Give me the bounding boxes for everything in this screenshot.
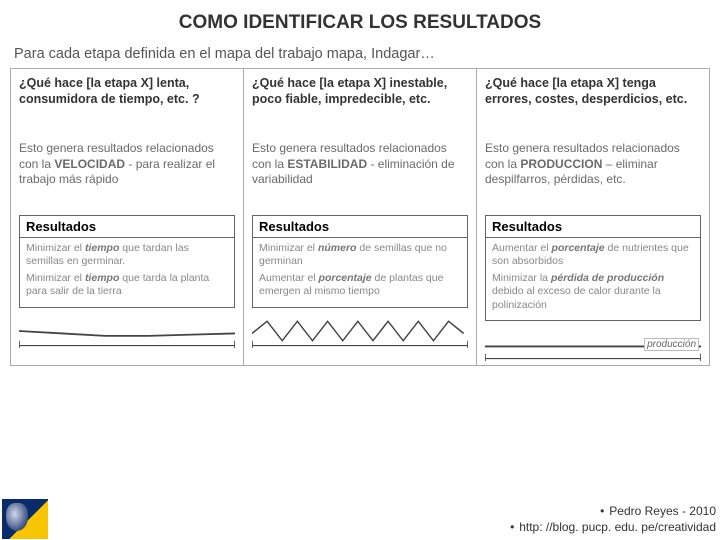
res-hl: pérdida de producción <box>551 272 664 284</box>
generates: Esto genera resultados relacionados con … <box>485 137 701 213</box>
results-body: Minimizar el tiempo que tardan las semil… <box>20 238 234 307</box>
results-box: Resultados Aumentar el porcentaje de nut… <box>485 215 701 321</box>
results-body: Minimizar el número de semillas que no g… <box>253 238 467 307</box>
res-pre: Minimizar el <box>26 272 85 284</box>
credits: •Pedro Reyes - 2010 •http: //blog. pucp.… <box>505 503 720 535</box>
res-pre: Minimizar el <box>259 242 318 254</box>
results-header: Resultados <box>253 216 467 238</box>
res-pre: Aumentar el <box>492 242 552 254</box>
res-pre: Minimizar el <box>26 242 85 254</box>
results-header: Resultados <box>486 216 700 238</box>
column-produccion: ¿Qué hace [la etapa X] tenga errores, co… <box>477 68 710 366</box>
question: ¿Qué hace [la etapa X] inestable, poco f… <box>252 75 468 137</box>
res-hl: tiempo <box>85 242 119 254</box>
sparkline-produccion: producción <box>485 327 701 361</box>
res-pre: Aumentar el <box>259 272 319 284</box>
sparkline-label: producción <box>644 338 699 351</box>
sparkline-estabilidad <box>252 314 468 348</box>
page-title: COMO IDENTIFICAR LOS RESULTADOS <box>0 0 720 44</box>
column-estabilidad: ¿Qué hace [la etapa X] inestable, poco f… <box>244 68 477 366</box>
footer: •Pedro Reyes - 2010 •http: //blog. pucp.… <box>0 498 720 540</box>
res-pre: Minimizar la <box>492 272 551 284</box>
results-box: Resultados Minimizar el número de semill… <box>252 215 468 308</box>
res-post: debido al exceso de calor durante la pol… <box>492 285 661 310</box>
column-velocidad: ¿Qué hace [la etapa X] lenta, consumidor… <box>10 68 244 366</box>
gen-em: PRODUCCION <box>520 157 602 171</box>
gen-em: VELOCIDAD <box>54 157 125 171</box>
sparkline-velocidad <box>19 314 235 348</box>
logo-icon <box>2 499 48 539</box>
res-hl: porcentaje <box>319 272 372 284</box>
res-hl: tiempo <box>85 272 119 284</box>
results-box: Resultados Minimizar el tiempo que tarda… <box>19 215 235 308</box>
generates: Esto genera resultados relacionados con … <box>252 137 468 213</box>
res-hl: porcentaje <box>552 242 605 254</box>
question: ¿Qué hace [la etapa X] tenga errores, co… <box>485 75 701 137</box>
generates: Esto genera resultados relacionados con … <box>19 137 235 213</box>
columns-grid: ¿Qué hace [la etapa X] lenta, consumidor… <box>0 68 720 366</box>
results-header: Resultados <box>20 216 234 238</box>
res-hl: número <box>318 242 357 254</box>
intro-text: Para cada etapa definida en el mapa del … <box>0 44 720 68</box>
question: ¿Qué hace [la etapa X] lenta, consumidor… <box>19 75 235 137</box>
gen-em: ESTABILIDAD <box>287 157 367 171</box>
url-text: http: //blog. pucp. edu. pe/creatividad <box>519 520 716 534</box>
results-body: Aumentar el porcentaje de nutrientes que… <box>486 238 700 320</box>
author-text: Pedro Reyes - 2010 <box>609 504 716 518</box>
